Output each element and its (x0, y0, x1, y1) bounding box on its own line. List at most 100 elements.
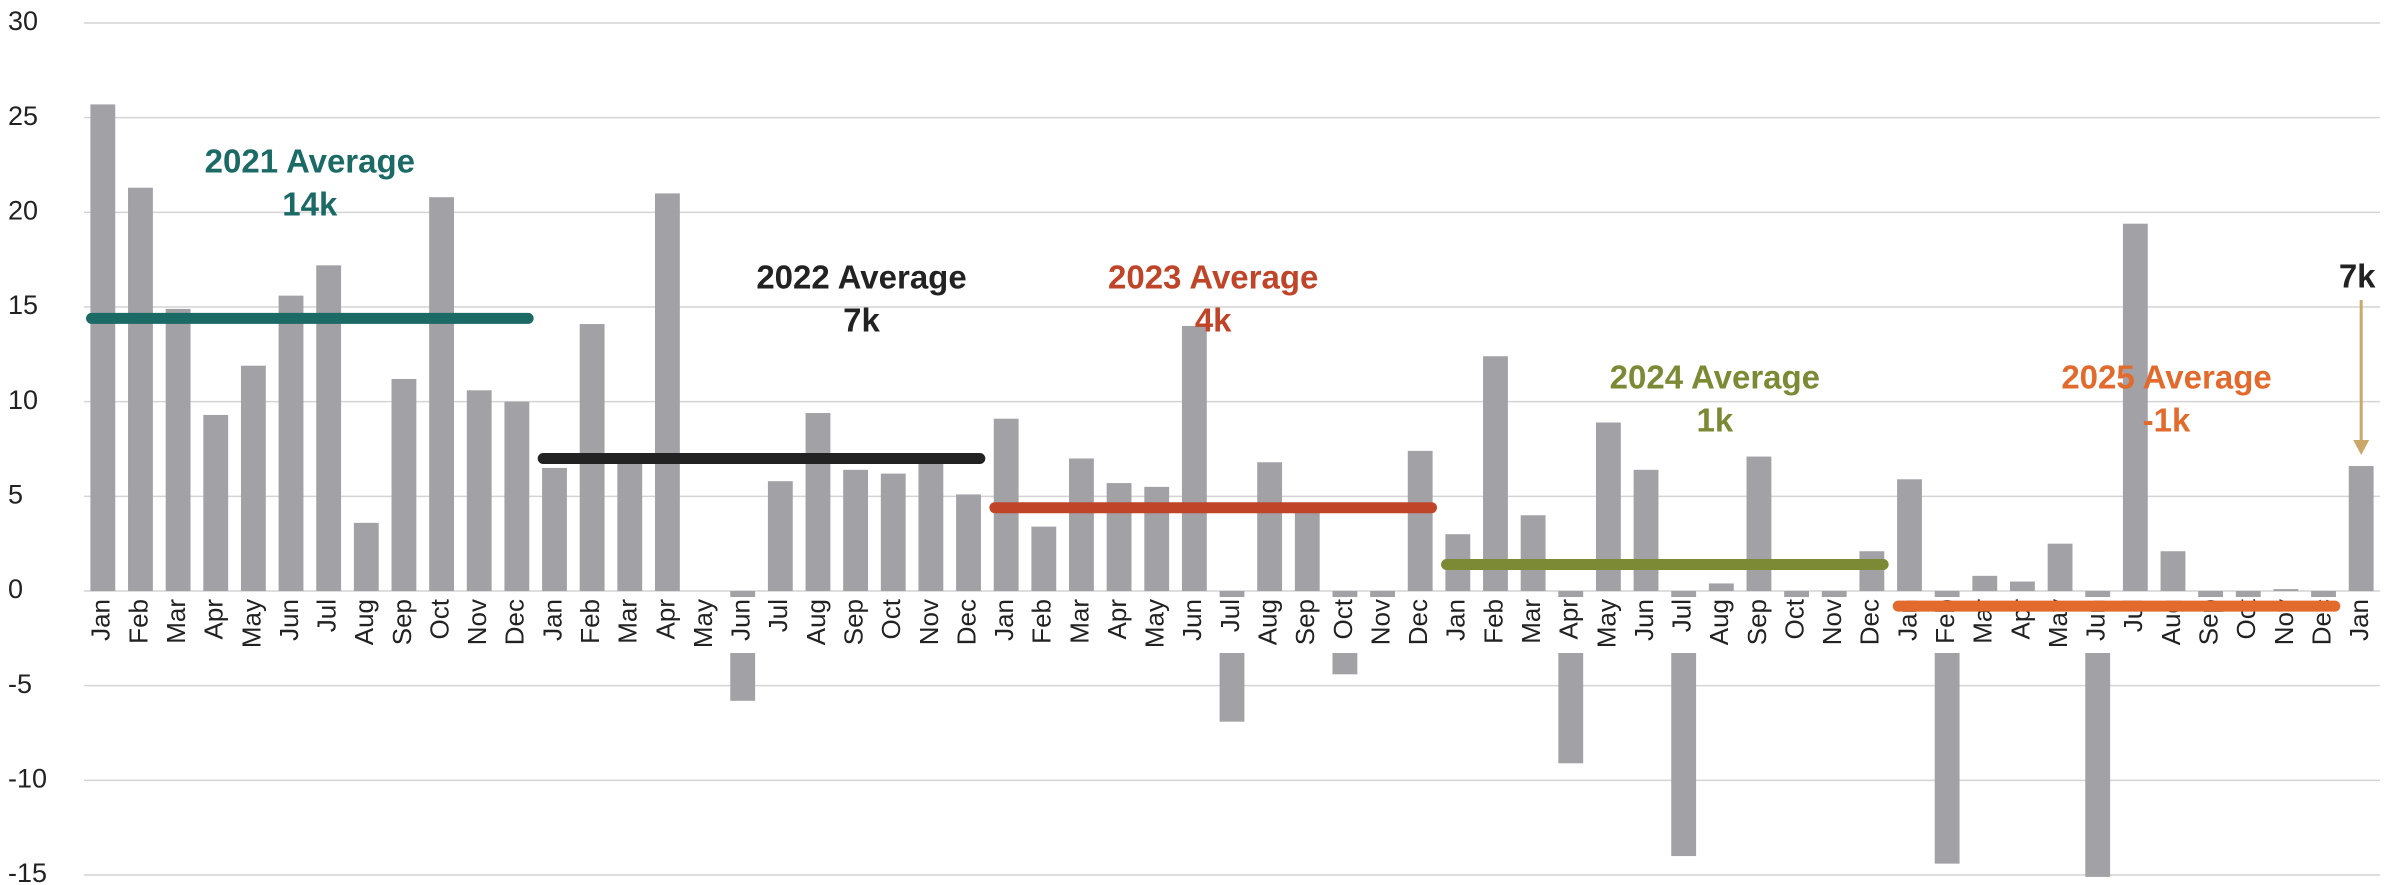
label-bg (89, 597, 116, 653)
label-bg (692, 597, 719, 653)
x-tick-label: Aug (1704, 599, 1734, 645)
label-bg (278, 597, 305, 653)
x-tick-label: Apr (1102, 599, 1132, 640)
average-title: 2021 Average (205, 143, 415, 180)
label-bg (428, 597, 455, 653)
y-tick-label: 10 (8, 385, 38, 415)
x-tick-label: Nov (1365, 599, 1395, 645)
bar (2160, 551, 2186, 591)
label-bg (804, 597, 831, 653)
x-tick-label: Mar (1516, 599, 1546, 644)
x-tick-label: Mar (1064, 599, 1094, 644)
label-bg (767, 597, 794, 653)
bar (1633, 469, 1659, 591)
y-tick-label: 30 (8, 6, 38, 36)
bar (2047, 543, 2073, 591)
y-tick-label: -15 (8, 858, 47, 885)
x-tick-label: Apr (1554, 599, 1584, 640)
annotation-arrowhead (2353, 440, 2370, 455)
label-bg (729, 597, 756, 653)
x-tick-label: Mar (613, 599, 643, 644)
label-bg (315, 597, 342, 653)
bar (2122, 223, 2148, 591)
label-bg (579, 597, 606, 653)
label-bg (2348, 597, 2375, 653)
x-tick-label: Sep (1290, 599, 1320, 645)
label-bg (1520, 597, 1547, 653)
bar (429, 197, 454, 592)
x-tick-label: Oct (1779, 598, 1809, 639)
x-tick-label: Jan (1441, 599, 1471, 641)
bar (2273, 589, 2299, 591)
label-bg (1444, 597, 1471, 653)
label-bg (1219, 597, 1245, 653)
x-tick-label: May (236, 599, 266, 648)
bar (1746, 456, 1772, 591)
y-tick-label: -5 (8, 669, 32, 699)
label-bg (654, 597, 681, 653)
annotation: 7k (2339, 258, 2376, 295)
x-tick-label: Oct (876, 598, 906, 639)
bar (1407, 450, 1433, 591)
x-tick-label: Oct (424, 598, 454, 639)
label-bg (165, 597, 192, 653)
bar (1859, 551, 1885, 591)
label-bg (1482, 597, 1509, 653)
bar (353, 522, 379, 591)
bar (654, 193, 680, 591)
x-tick-label: Feb (123, 599, 153, 644)
average-label: 4k (1195, 302, 1232, 339)
bar (278, 295, 304, 591)
bar (1897, 479, 1922, 591)
label-bg (353, 597, 380, 653)
bar (165, 308, 191, 591)
label-bg (127, 597, 154, 653)
x-tick-label: Nov (1817, 599, 1847, 645)
x-tick-label: Dec (500, 599, 530, 645)
x-tick-label: Jul (1215, 599, 1245, 632)
label-bg (390, 597, 417, 653)
bar (1972, 575, 1998, 591)
x-tick-label: Aug (349, 599, 379, 645)
label-bg (202, 597, 229, 653)
x-tick-label: Jun (1629, 599, 1659, 641)
x-tick-label: Mar (161, 599, 191, 644)
x-tick-label: May (1591, 599, 1621, 648)
y-tick-label: 25 (8, 101, 38, 131)
bar (2348, 466, 2374, 591)
x-tick-label: Jul (312, 599, 342, 632)
label-bg (240, 597, 267, 653)
x-tick-label: Jun (1177, 599, 1207, 641)
bar (1294, 509, 1320, 591)
bar (2010, 581, 2035, 591)
label-bg (880, 597, 907, 653)
bar (956, 494, 981, 591)
x-tick-label: Jan (989, 599, 1019, 641)
bar (90, 104, 116, 591)
y-tick-label: 0 (8, 574, 23, 604)
x-tick-label: May (688, 599, 718, 648)
y-tick-label: 15 (8, 290, 38, 320)
label-bg (503, 597, 530, 653)
x-tick-label: Jan (86, 599, 116, 641)
average-label: -1k (2143, 402, 2191, 439)
x-tick-label: Dec (1403, 599, 1433, 645)
label-bg (1106, 597, 1133, 653)
bar (391, 378, 417, 591)
bar (617, 458, 643, 591)
x-tick-label: Feb (575, 599, 605, 644)
label-bg (1858, 597, 1885, 653)
label-bg (1331, 597, 1358, 653)
x-tick-label: May (1140, 599, 1170, 648)
x-tick-label: Dec (1855, 599, 1885, 645)
label-bg (1294, 597, 1321, 653)
average-title: 2025 Average (2061, 359, 2271, 396)
x-tick-label: Feb (1478, 599, 1508, 644)
label-bg (842, 597, 869, 653)
x-tick-label: Aug (801, 599, 831, 645)
bar (504, 401, 530, 591)
bar (1708, 583, 1734, 591)
bar (240, 365, 266, 591)
x-tick-label: Oct (1328, 598, 1358, 639)
x-tick-label: Jul (763, 599, 793, 632)
